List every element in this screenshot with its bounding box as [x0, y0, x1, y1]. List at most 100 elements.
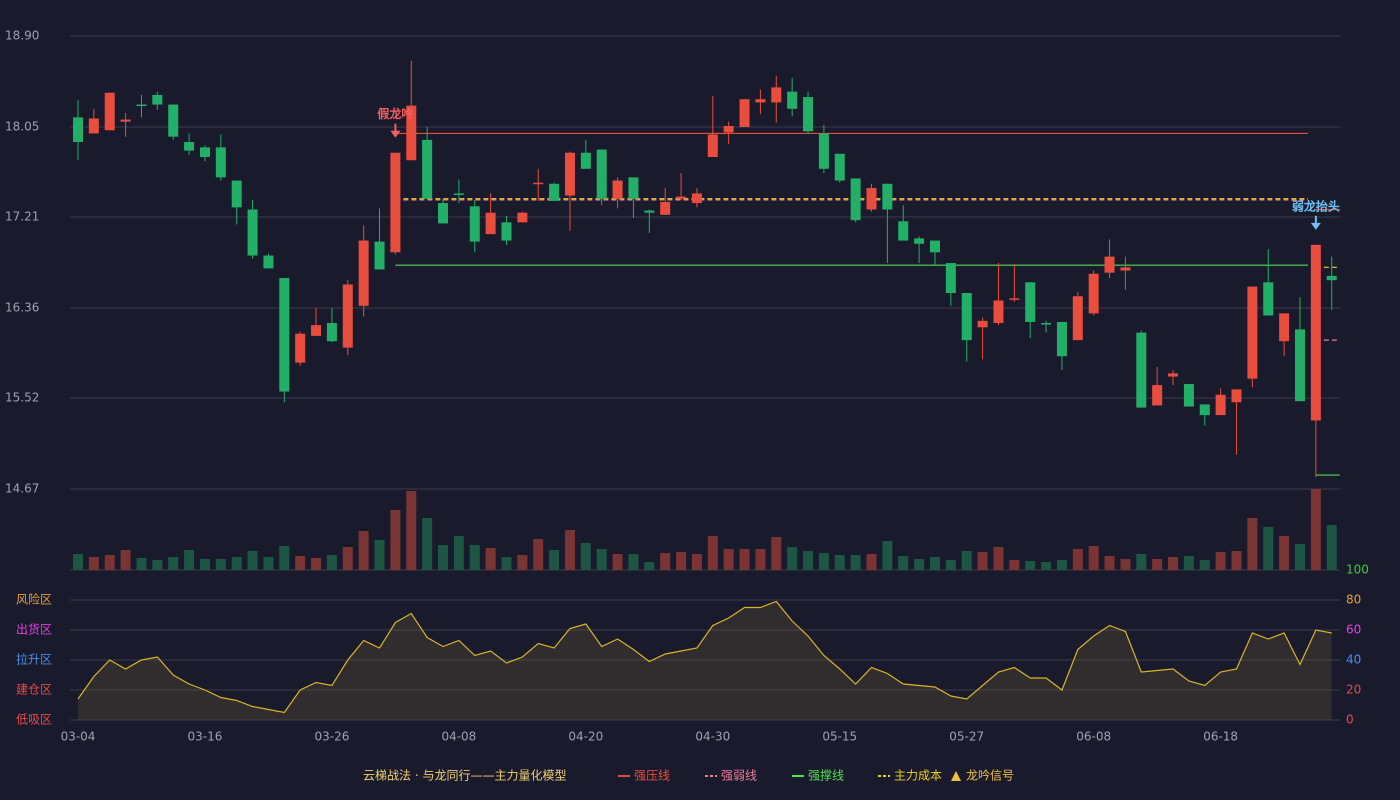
volume-bar: [390, 510, 401, 570]
candle-body: [422, 139, 433, 199]
candle-body: [977, 320, 988, 328]
volume-bar: [898, 556, 909, 570]
volume-bar: [438, 545, 449, 570]
volume-bar: [136, 558, 147, 570]
candle-body: [1104, 256, 1115, 273]
candle-body: [88, 118, 99, 134]
candle-body: [1088, 273, 1099, 314]
indicator-line: [77, 600, 1332, 714]
candle-body: [1231, 389, 1242, 403]
signal-arrow: [1310, 222, 1321, 230]
volume-bar: [1231, 551, 1242, 570]
candle-body: [612, 180, 623, 199]
candle-body: [834, 153, 845, 181]
y2-tick-label: 20: [1346, 683, 1361, 697]
volume-bar: [184, 550, 195, 570]
indicator-area: [78, 601, 1332, 720]
candle-body: [358, 240, 369, 306]
candle-body: [1041, 323, 1052, 325]
volume-bar: [501, 557, 512, 570]
candle-body: [1326, 275, 1337, 281]
x-tick-label: 05-15: [822, 730, 857, 744]
candle-body: [390, 152, 401, 253]
volume-bar: [866, 554, 877, 570]
candle-body: [311, 325, 322, 336]
candle-body: [755, 99, 766, 103]
candle-body: [533, 182, 544, 185]
candle-body: [850, 178, 861, 221]
candle-body: [914, 238, 925, 244]
candle-body: [1279, 313, 1290, 342]
volume-bar: [1009, 560, 1020, 570]
volume-bar: [1088, 546, 1099, 570]
volume-bar: [326, 555, 337, 570]
candle-body: [485, 212, 496, 235]
candle-body: [438, 203, 449, 224]
volume-bar: [676, 552, 687, 570]
candle-body: [326, 323, 337, 342]
candle-body: [1294, 329, 1305, 402]
candle-body: [263, 255, 274, 269]
signal-arrow: [390, 130, 401, 138]
volume-bar: [152, 560, 163, 570]
candle-body: [1152, 385, 1163, 406]
candle-body: [1183, 384, 1194, 407]
candle-body: [152, 94, 163, 105]
legend-label: 龙吟信号: [966, 768, 1014, 783]
volume-bar: [1120, 559, 1131, 570]
volume-bar: [374, 540, 385, 570]
volume-bar: [977, 552, 988, 570]
candle-body: [993, 300, 1004, 324]
signal-label: 弱龙抬头: [1292, 198, 1340, 213]
volume-bar: [612, 554, 623, 570]
candle-body: [1056, 321, 1067, 357]
candle-body: [406, 105, 417, 161]
volume-bar: [803, 551, 814, 570]
candle-body: [596, 149, 607, 199]
volume-bar: [755, 549, 766, 570]
x-tick-label: 05-27: [949, 730, 984, 744]
volume-bar: [564, 530, 575, 570]
volume-bar: [1025, 561, 1036, 570]
candle-body: [231, 180, 242, 208]
candle-body: [771, 87, 782, 103]
volume-bar: [1168, 557, 1179, 570]
legend-swatch: [951, 771, 961, 781]
volume-bar: [1310, 489, 1321, 570]
candle-body: [1199, 404, 1210, 416]
candle-body: [580, 152, 591, 169]
candle-body: [1168, 373, 1179, 377]
candle-body: [247, 209, 258, 256]
candle-body: [501, 222, 512, 241]
volume-bar: [263, 557, 274, 570]
volume-bar: [1152, 559, 1163, 570]
zone-label: 风险区: [16, 592, 52, 607]
x-tick-label: 03-04: [61, 730, 96, 744]
candle-body: [1263, 282, 1274, 316]
candle-body: [73, 117, 83, 143]
volume-bar: [406, 491, 417, 570]
y-tick-label: 18.90: [5, 29, 39, 43]
volume-bar: [644, 562, 655, 570]
candle-body: [120, 119, 131, 122]
legend-title: 云梯战法 · 与龙同行——主力量化模型: [363, 769, 566, 783]
candle-body: [945, 263, 956, 294]
y2-tick-label: 80: [1346, 593, 1361, 607]
volume-bar: [295, 556, 306, 570]
candle-body: [1072, 296, 1083, 341]
volume-bar: [1326, 525, 1337, 570]
volume-bar: [247, 551, 258, 570]
zone-label: 建仓区: [16, 683, 52, 697]
candle-body: [1136, 332, 1147, 408]
y-tick-label: 16.36: [5, 301, 39, 315]
volume-bar: [422, 518, 433, 570]
y2-tick-label: 60: [1346, 623, 1361, 637]
x-tick-label: 03-26: [314, 730, 349, 744]
zone-label: 出货区: [16, 622, 52, 637]
volume-bar: [358, 531, 369, 570]
candle-body: [136, 104, 147, 107]
volume-bar: [1041, 562, 1052, 570]
signal-label: 假龙吟: [377, 106, 413, 121]
volume-bar: [199, 559, 210, 570]
